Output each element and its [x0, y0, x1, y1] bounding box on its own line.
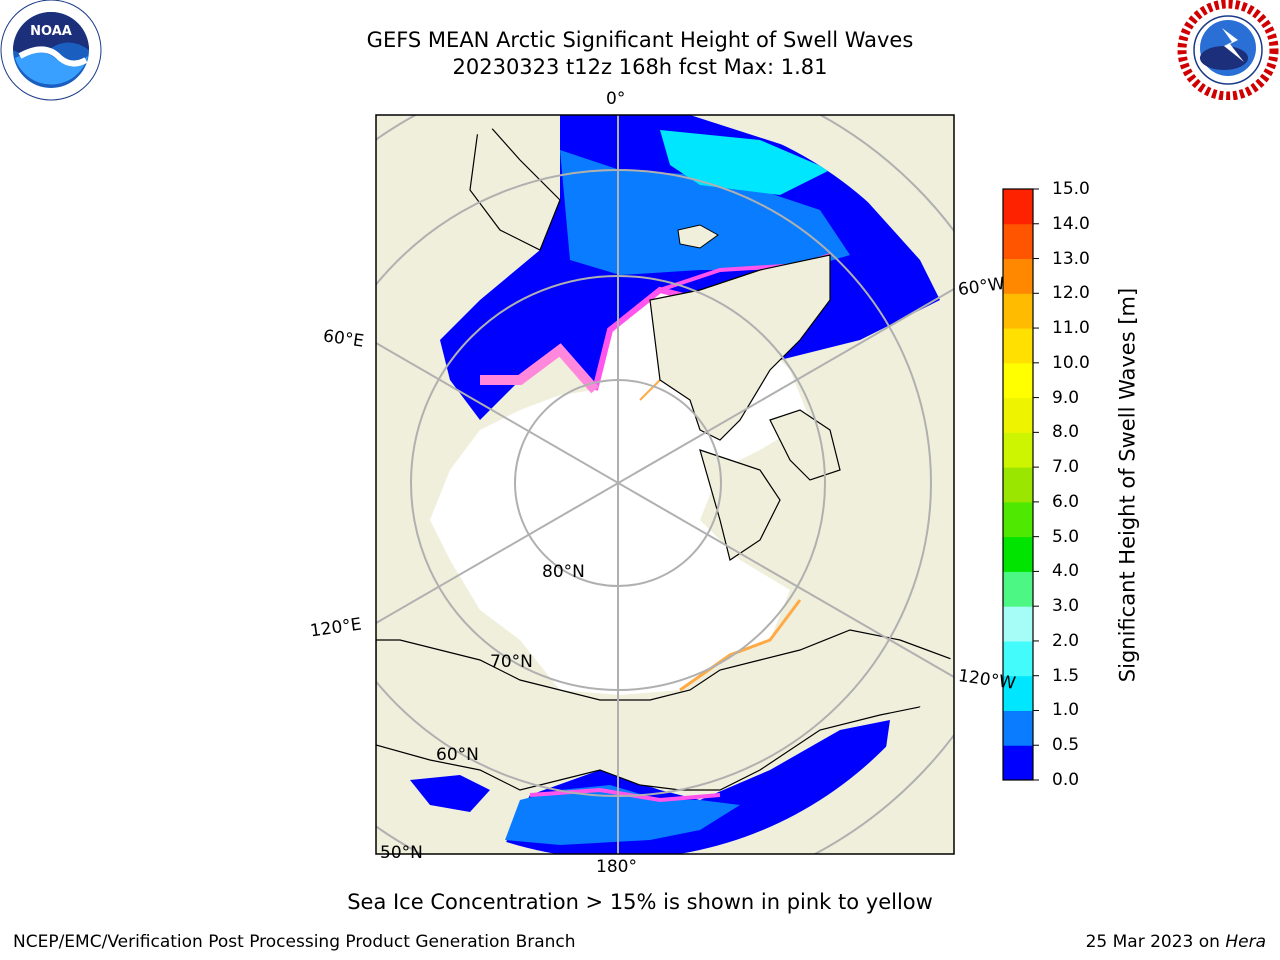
colorbar-frame — [1002, 188, 1034, 781]
date-value: 25 Mar 2023 on — [1085, 932, 1220, 952]
colorbar-tick-label: 7.0 — [1052, 457, 1080, 478]
colorbar-segment — [1003, 397, 1033, 433]
meridian-120e-60w — [376, 288, 954, 624]
colorbar-segment — [1003, 640, 1033, 677]
greenland — [649, 254, 831, 441]
colorbar-tick-label: 10.0 — [1052, 352, 1090, 373]
colorbar-segment — [1003, 675, 1033, 711]
nws-logo-icon — [1177, 0, 1279, 100]
colorbar-tick-label: 2.0 — [1052, 630, 1080, 651]
map-frame — [375, 114, 955, 855]
ocean-bering — [410, 775, 490, 812]
noaa-logo-icon: NOAA — [0, 0, 102, 101]
colorbar-segment — [1003, 467, 1033, 503]
ice-edge-barents — [480, 343, 599, 394]
colorbar — [1003, 188, 1039, 781]
colorbar-segment — [1003, 571, 1033, 607]
parallel-label-60n: 60°N — [436, 745, 479, 765]
chart-title: GEFS MEAN Arctic Significant Height of S… — [366, 28, 914, 52]
noaa-logo-text: NOAA — [30, 24, 72, 39]
graticule — [376, 115, 954, 854]
colorbar-tick-label: 0.5 — [1052, 735, 1080, 756]
sea-ice-note: Sea Ice Concentration > 15% is shown in … — [347, 890, 933, 914]
colorbar-tick-label: 13.0 — [1052, 248, 1090, 269]
date-text: 25 Mar 2023 on Hera — [1086, 932, 1266, 952]
colorbar-tick-label: 3.0 — [1052, 596, 1080, 617]
colorbar-segment — [1003, 328, 1033, 364]
colorbar-tick-label: 14.0 — [1052, 213, 1090, 234]
bering-coasts — [376, 629, 954, 791]
colorbar-segment — [1003, 501, 1033, 538]
colorbar-tick-label: 0.0 — [1052, 770, 1080, 790]
colorbar-tick-label: 12.0 — [1052, 283, 1090, 304]
colorbar-segment — [1003, 258, 1033, 294]
meridian-label-180: 180° — [596, 857, 637, 877]
colorbar-tick-label: 4.0 — [1052, 561, 1080, 582]
colorbar-segment — [1003, 432, 1033, 468]
colorbar-tick-label: 1.5 — [1052, 665, 1080, 686]
colorbar-tick-label: 11.0 — [1052, 318, 1090, 339]
scandinavia — [469, 115, 561, 251]
colorbar-label: Significant Height of Swell Waves [m] — [1115, 287, 1140, 683]
colorbar-segment — [1003, 189, 1033, 225]
colorbar-segment — [1003, 710, 1033, 746]
ocean-swell-medium — [560, 150, 850, 275]
ocean-swell-high — [660, 130, 830, 195]
host-name: Hera — [1225, 932, 1266, 952]
colorbar-tick-label: 1.0 — [1052, 700, 1080, 721]
colorbar-segment — [1003, 536, 1033, 572]
colorbar-tick-label: 15.0 — [1052, 179, 1090, 199]
parallel-label-50n: 50°N — [380, 843, 423, 863]
colorbar-tick-label: 5.0 — [1052, 526, 1080, 547]
colorbar-tick-label: 8.0 — [1052, 422, 1080, 443]
colorbar-tick-label: 6.0 — [1052, 491, 1080, 512]
colorbar-segment — [1003, 293, 1033, 329]
colorbar-segment — [1003, 606, 1033, 642]
credit-text: NCEP/EMC/Verification Post Processing Pr… — [13, 932, 576, 952]
parallel-label-80n: 80°N — [542, 562, 585, 582]
parallel-label-70n: 70°N — [490, 652, 533, 672]
colorbar-segment — [1003, 745, 1033, 781]
colorbar-segment — [1003, 223, 1033, 260]
colorbar-tick-label: 9.0 — [1052, 387, 1080, 408]
meridian-label-0: 0° — [606, 89, 626, 109]
colorbar-segment — [1003, 362, 1033, 399]
meridian-60e-120w — [376, 342, 954, 678]
chart-subtitle: 20230323 t12z 168h fcst Max: 1.81 — [452, 55, 828, 79]
